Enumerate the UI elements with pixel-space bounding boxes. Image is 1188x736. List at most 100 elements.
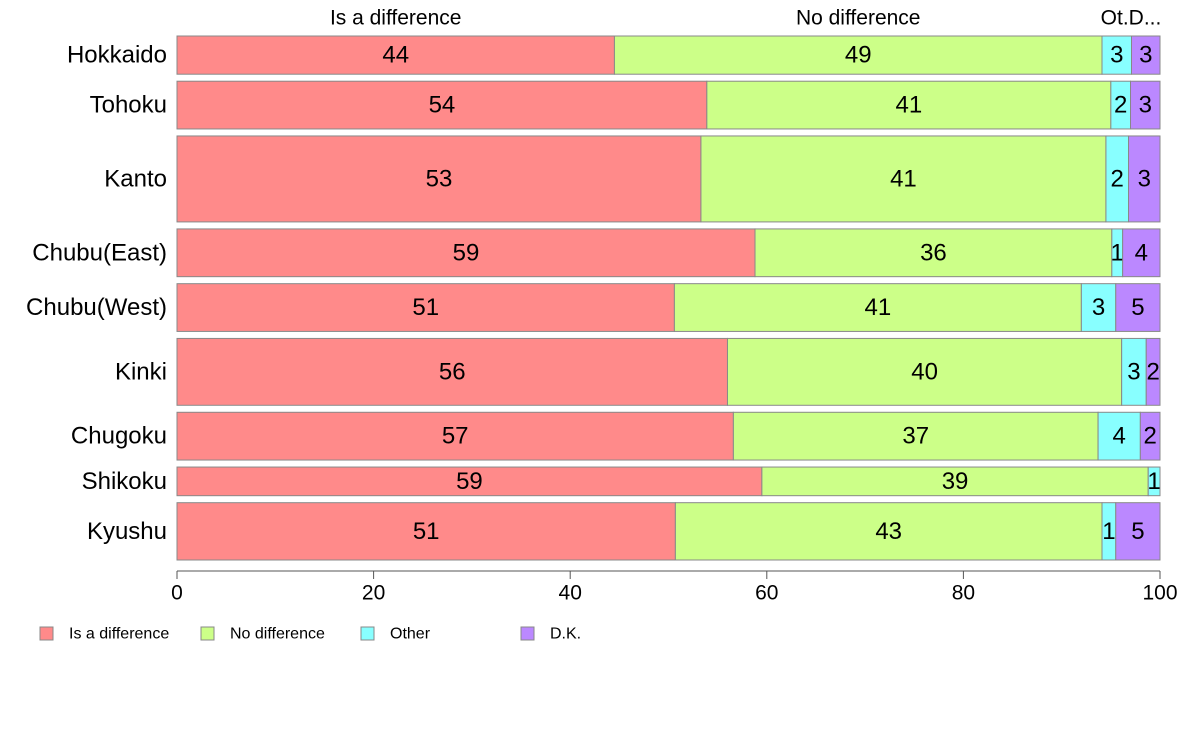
top-series-label: No difference: [796, 7, 921, 30]
bar-segment: [1147, 466, 1161, 497]
bar-segment: [176, 80, 708, 130]
segment-value-label: 2: [1111, 165, 1124, 192]
segment-value-label: 57: [442, 423, 469, 450]
bar-row: Chubu(East) 59 36 1 4: [32, 228, 1161, 278]
segment-value-label: 3: [1139, 92, 1152, 119]
bar-row: Shikoku 59 39 1: [82, 466, 1161, 497]
bar-segment: [613, 35, 1103, 75]
segment-value-label: 5: [1131, 294, 1144, 321]
bar-segment: [1139, 411, 1161, 461]
segment-value-label: 3: [1138, 165, 1151, 192]
x-tick-label: 60: [755, 582, 778, 605]
legend-label: Other: [390, 626, 431, 643]
bar-segment: [1130, 35, 1161, 75]
segment-value-label: 4: [1113, 423, 1126, 450]
segment-value-label: 3: [1139, 42, 1152, 69]
segment-value-label: 5: [1131, 518, 1144, 545]
row-label: Chubu(West): [26, 294, 167, 321]
legend: Is a difference No difference Other D.K.: [39, 626, 581, 643]
bar-segment: [176, 35, 615, 75]
x-tick-label: 100: [1142, 582, 1177, 605]
segment-value-label: 37: [902, 423, 929, 450]
bar-row: Tohoku 54 41 2 3: [90, 80, 1161, 130]
bar-segment: [1130, 80, 1161, 130]
segment-value-label: 41: [895, 92, 922, 119]
bar-segment: [176, 411, 734, 461]
bar-segment: [754, 228, 1113, 278]
bar-segment: [176, 283, 675, 332]
segment-value-label: 36: [920, 239, 947, 266]
legend-swatch: [39, 626, 54, 641]
bar-segment: [176, 337, 728, 406]
bar-row: Kanto 53 41 2 3: [104, 135, 1161, 223]
row-label: Hokkaido: [67, 42, 167, 69]
legend-swatch: [360, 626, 375, 641]
segment-value-label: 59: [453, 239, 480, 266]
bar-segment: [176, 228, 756, 278]
bar-segment: [761, 466, 1149, 497]
bar-segment: [176, 502, 676, 561]
bar-segment: [1145, 337, 1161, 406]
x-tick-label: 20: [362, 582, 385, 605]
top-series-label: Is a difference: [330, 7, 462, 30]
row-label: Chubu(East): [32, 239, 167, 266]
x-tick-label: 0: [171, 582, 183, 605]
segment-value-label: 3: [1092, 294, 1105, 321]
legend-label: Is a difference: [69, 626, 169, 643]
segment-value-label: 3: [1110, 42, 1123, 69]
x-axis: 0 20 40 60 80 100: [171, 570, 1178, 605]
row-label: Shikoku: [82, 468, 167, 495]
bar-segment: [176, 466, 763, 497]
bar-segment: [732, 411, 1099, 461]
top-labels: Is a difference No difference Ot.D...: [330, 7, 1161, 30]
segment-value-label: 1: [1102, 518, 1115, 545]
segment-value-label: 41: [890, 165, 917, 192]
legend-swatch: [200, 626, 215, 641]
bar-segment: [1115, 502, 1161, 561]
bar-segment: [176, 135, 702, 223]
segment-value-label: 59: [456, 468, 483, 495]
row-label: Kyushu: [87, 518, 167, 545]
segment-value-label: 2: [1146, 358, 1159, 385]
bar-segment: [726, 337, 1123, 406]
legend-item: Other: [360, 626, 431, 643]
segment-value-label: 2: [1114, 92, 1127, 119]
segment-value-label: 56: [439, 358, 466, 385]
bar-row: Kyushu 51 43 1 5: [87, 502, 1161, 561]
segment-value-label: 39: [942, 468, 969, 495]
x-tick-label: 80: [952, 582, 975, 605]
segment-value-label: 51: [412, 294, 439, 321]
segment-value-label: 54: [429, 92, 456, 119]
segment-value-label: 43: [875, 518, 902, 545]
segment-value-label: 49: [845, 42, 872, 69]
legend-label: D.K.: [550, 626, 581, 643]
x-tick-label: 40: [559, 582, 582, 605]
segment-value-label: 2: [1143, 423, 1156, 450]
bar-segment: [1080, 283, 1117, 332]
segment-value-label: 4: [1135, 239, 1148, 266]
bar-segment: [1128, 135, 1161, 223]
top-series-label: Ot.D...: [1101, 7, 1162, 30]
legend-item: D.K.: [520, 626, 581, 643]
bar-segment: [1115, 283, 1161, 332]
segment-value-label: 51: [413, 518, 440, 545]
bar-segment: [673, 283, 1082, 332]
legend-label: No difference: [230, 626, 325, 643]
legend-swatch: [520, 626, 535, 641]
segment-value-label: 53: [426, 165, 453, 192]
segment-value-label: 1: [1111, 239, 1124, 266]
row-label: Kinki: [115, 358, 167, 385]
segment-value-label: 41: [865, 294, 892, 321]
bar-row: Kinki 56 40 3 2: [115, 337, 1161, 406]
segment-value-label: 40: [911, 358, 938, 385]
bar-row: Hokkaido 44 49 3 3: [67, 35, 1161, 75]
bar-segment: [1101, 35, 1132, 75]
bar-segment: [706, 80, 1112, 130]
legend-item: Is a difference: [39, 626, 169, 643]
row-label: Chugoku: [71, 423, 167, 450]
bar-segment: [700, 135, 1107, 223]
row-label: Tohoku: [90, 92, 167, 119]
bar-segment: [1122, 228, 1161, 278]
